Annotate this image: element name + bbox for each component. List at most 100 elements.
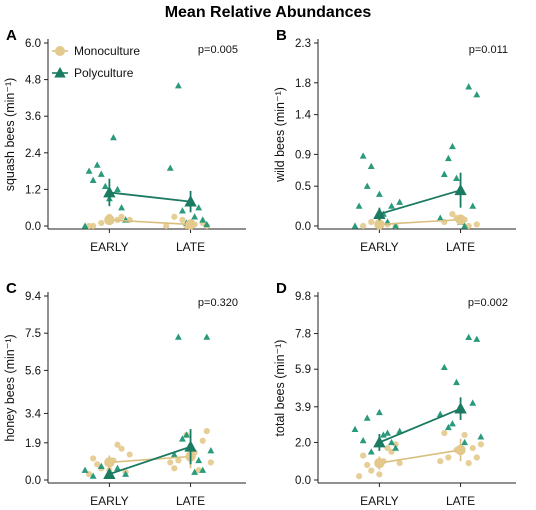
- polyculture-mean-line: [379, 407, 461, 444]
- monoculture-point: [384, 444, 391, 452]
- polyculture-point: [110, 133, 117, 141]
- polyculture-point: [183, 431, 190, 438]
- y-tick-label: 1.8: [295, 78, 311, 90]
- polyculture-mean-marker: [454, 183, 467, 196]
- polyculture-point: [363, 182, 371, 189]
- polyculture-point: [375, 190, 383, 197]
- polyculture-point: [453, 378, 460, 386]
- polyculture-point: [388, 438, 395, 446]
- monoculture-point: [360, 222, 367, 230]
- polyculture-mean-marker: [103, 185, 116, 198]
- polyculture-mean-marker: [103, 467, 116, 480]
- polyculture-point: [380, 431, 387, 438]
- figure-title: Mean Relative Abundances: [165, 4, 372, 21]
- polyculture-mean-marker: [373, 435, 386, 448]
- polyculture-point: [81, 466, 89, 473]
- monoculture-point: [167, 459, 174, 466]
- polyculture-point: [465, 83, 473, 90]
- polyculture-point: [174, 333, 182, 340]
- x-tick-label: LATE: [446, 240, 475, 254]
- monoculture-point: [392, 441, 399, 448]
- polyculture-point: [444, 154, 452, 162]
- x-tick-label: EARLY: [360, 240, 398, 254]
- y-tick-label: 1.2: [25, 184, 41, 196]
- polyculture-point: [469, 202, 477, 209]
- polyculture-point: [114, 464, 121, 471]
- monoculture-point: [98, 219, 105, 227]
- monoculture-point: [449, 210, 456, 218]
- y-tick-label: 9.8: [295, 291, 311, 303]
- polyculture-point: [166, 164, 174, 171]
- polyculture-point: [174, 82, 182, 89]
- y-tick-label: 6.0: [25, 38, 41, 50]
- y-tick-label: 7.5: [25, 328, 41, 340]
- polyculture-point: [203, 220, 211, 228]
- polyculture-point: [440, 363, 448, 371]
- polyculture-point: [89, 176, 97, 183]
- polyculture-point: [461, 222, 469, 229]
- polyculture-point: [351, 425, 359, 433]
- y-tick-label: 5.6: [25, 365, 41, 377]
- x-tick-label: LATE: [446, 494, 475, 508]
- polyculture-point: [444, 423, 452, 431]
- polyculture-point: [191, 213, 199, 220]
- monoculture-point: [118, 445, 125, 452]
- monoculture-mean-line: [109, 455, 191, 464]
- monoculture-point: [364, 461, 371, 469]
- monoculture-point: [118, 213, 125, 220]
- polyculture-point: [170, 450, 178, 458]
- monoculture-mean-line: [379, 218, 461, 226]
- legend: Monoculture Polyculture: [52, 44, 140, 80]
- polyculture-point: [351, 222, 359, 229]
- monoculture-mean-line: [379, 449, 461, 464]
- x-tick-label: EARLY: [90, 240, 128, 254]
- polyculture-point: [97, 170, 105, 177]
- panel-letter: B: [276, 27, 287, 44]
- y-axis-label: wild bees (min⁻¹): [273, 87, 287, 183]
- polyculture-point: [114, 185, 121, 193]
- monoculture-point: [469, 444, 476, 452]
- panel-letter: D: [276, 280, 287, 297]
- p-value: p=0.002: [468, 297, 508, 309]
- x-tick-label: EARLY: [360, 494, 398, 508]
- polyculture-point: [359, 436, 367, 444]
- panel-letter: A: [6, 27, 17, 44]
- monoculture-point: [477, 441, 484, 448]
- polyculture-point: [97, 462, 105, 469]
- monoculture-mean-marker: [104, 214, 115, 226]
- monoculture-point: [171, 465, 178, 472]
- monoculture-point: [461, 431, 468, 439]
- x-tick-label: LATE: [176, 494, 205, 508]
- monoculture-mean-marker: [185, 219, 196, 230]
- polyculture-point: [367, 162, 375, 170]
- polyculture-point: [85, 167, 93, 174]
- polyculture-point: [101, 182, 109, 190]
- y-tick-label: 7.8: [295, 329, 311, 341]
- polyculture-point: [469, 399, 477, 406]
- polyculture-point: [384, 429, 391, 436]
- polyculture-point: [81, 222, 89, 229]
- polyculture-point: [453, 174, 460, 181]
- monoculture-mean-marker: [374, 219, 385, 230]
- polyculture-point: [461, 438, 469, 446]
- monoculture-point: [360, 452, 367, 459]
- polyculture-point: [477, 433, 485, 440]
- polyculture-point: [118, 204, 125, 211]
- monoculture-point: [207, 459, 214, 466]
- p-value: p=0.320: [198, 297, 238, 309]
- monoculture-point: [171, 213, 178, 220]
- monoculture-point: [199, 437, 206, 444]
- y-tick-label: 3.9: [295, 402, 311, 414]
- monoculture-point: [114, 441, 121, 448]
- polyculture-mean-line: [109, 191, 191, 203]
- polyculture-mean-line: [109, 445, 191, 475]
- legend-polyculture-label: Polyculture: [74, 66, 134, 80]
- polyculture-point: [473, 335, 481, 342]
- monoculture-point: [473, 454, 480, 461]
- polyculture-point: [179, 435, 186, 442]
- y-tick-label: 0.0: [25, 475, 41, 487]
- polyculture-point: [363, 414, 371, 421]
- y-axis-label: total bees (min⁻¹): [273, 340, 287, 437]
- polyculture-point: [191, 468, 199, 475]
